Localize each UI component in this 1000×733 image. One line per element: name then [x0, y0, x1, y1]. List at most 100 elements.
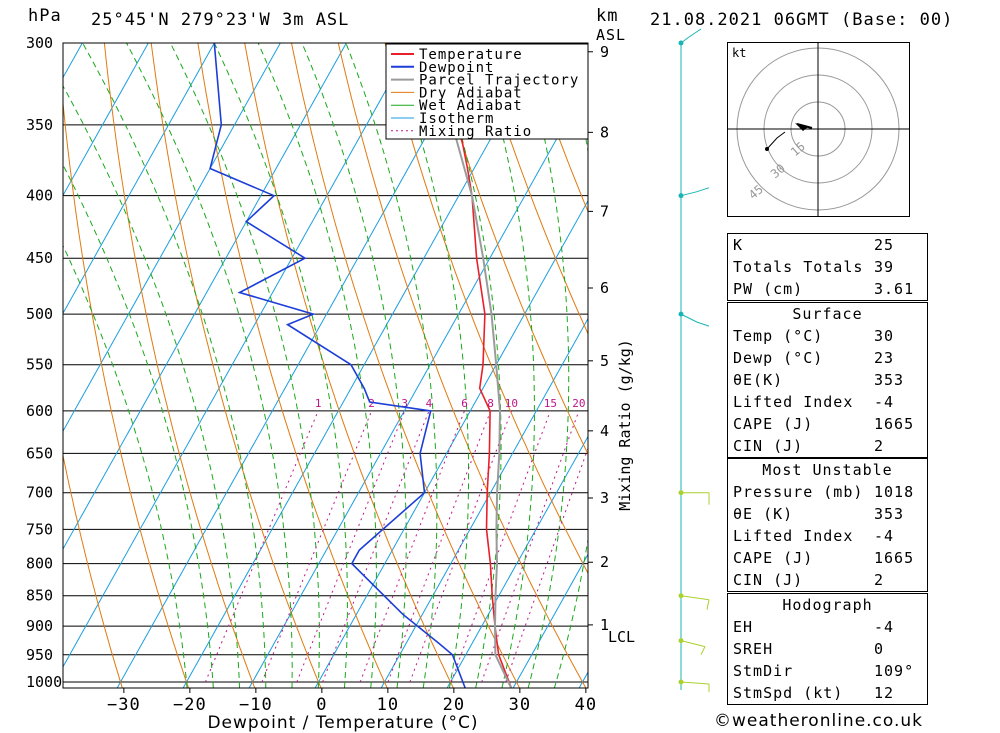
k-index-value: 25: [874, 236, 895, 254]
mu-thetae-label: θE (K): [733, 505, 794, 523]
storm-speed-label: StmSpd (kt): [733, 684, 844, 702]
mixing-ratio-label: 25: [595, 397, 608, 410]
legend-entry: Dry Adiabat: [419, 85, 523, 101]
surface-cin-label: CIN (J): [733, 437, 804, 455]
hodograph-start: [765, 147, 769, 151]
mixing-ratio-label: 2: [368, 397, 375, 410]
legend-box: [385, 43, 589, 140]
wet-adiabat-line: [63, 84, 241, 688]
mixing-ratio-line: [450, 410, 551, 683]
mixing-ratio-label: 1: [315, 397, 322, 410]
legend-entry: Isotherm: [419, 111, 494, 127]
temperature-profile: [437, 43, 513, 688]
mixing-ratio-axis-title: Mixing Ratio (g/kg): [616, 339, 634, 511]
wet-adiabat-line: [345, 43, 438, 688]
surface-temp-value: 30: [874, 327, 895, 345]
hodograph-panel: Hodograph EH -4 SREH 0 StmDir 109° StmSpd (…: [727, 593, 928, 705]
wind-barb: [706, 599, 710, 610]
height-tick-label: 9: [600, 43, 609, 61]
mu-lifted-index-label: Lifted Index: [733, 527, 854, 545]
diagram-grid: [63, 6, 1000, 708]
dry-adiabat-line: [926, 6, 1000, 708]
wet-adiabat-line: [477, 43, 535, 688]
eh-label: EH: [733, 618, 754, 636]
legend-entry: Temperature: [419, 47, 523, 63]
pressure-tick-label: 650: [26, 444, 53, 462]
surface-temp-label: Temp (°C): [733, 327, 824, 345]
isotherm-line: [63, 43, 413, 668]
most-unstable-title: Most Unstable: [762, 461, 893, 479]
isotherm-line: [380, 317, 588, 688]
mu-thetae-value: 353: [874, 505, 905, 523]
height-tick-label: 1: [600, 616, 609, 634]
precipitable-water-value: 3.61: [874, 280, 915, 298]
indices-panel: K 25 Totals Totals 39 PW (cm) 3.61: [727, 233, 928, 301]
surface-dewp-label: Dewp (°C): [733, 349, 824, 367]
mixing-ratio-label: 10: [505, 397, 518, 410]
wind-barb: [700, 646, 706, 655]
surface-thetae-value: 353: [874, 371, 905, 389]
mu-pressure-value: 1018: [874, 483, 915, 501]
pressure-tick-label: 450: [26, 249, 53, 267]
mixing-ratio-line: [204, 410, 319, 683]
km-unit-label: km: [596, 6, 619, 26]
wind-barb: [680, 36, 690, 44]
pressure-unit-label: hPa: [28, 6, 62, 26]
wet-adiabat-line: [301, 43, 407, 688]
mu-cin-value: 2: [874, 571, 885, 589]
wind-barb: [696, 189, 704, 193]
totals-totals-value: 39: [874, 258, 895, 276]
dry-adiabat-line: [972, 6, 1000, 708]
surface-lifted-index-label: Lifted Index: [733, 393, 854, 411]
datetime-label: 21.08.2021 06GMT (Base: 00): [650, 10, 954, 30]
mixing-ratio-line: [359, 410, 465, 683]
wet-adiabat-line: [213, 43, 348, 688]
plot-frame: [62, 42, 589, 689]
pressure-tick-label: 700: [26, 484, 53, 502]
mixing-ratio-line: [322, 410, 430, 683]
lcl-label: LCL: [608, 628, 635, 646]
wind-barb: [680, 191, 698, 197]
totals-totals-label: Totals Totals: [733, 258, 864, 276]
dry-adiabat-line: [103, 43, 256, 688]
wind-barb: [688, 32, 696, 38]
wind-barb: [680, 595, 710, 601]
isotherm-line: [63, 43, 281, 433]
mu-cin-label: CIN (J): [733, 571, 804, 589]
pressure-tick-label: 750: [26, 520, 53, 538]
wet-adiabat-line: [82, 43, 267, 688]
legend-entry: Mixing Ratio: [419, 124, 532, 140]
wet-adiabat-line: [433, 43, 502, 688]
dry-adiabat-line: [150, 43, 322, 688]
hodograph: kt 15 30 45: [727, 42, 910, 217]
mixing-ratio-line: [481, 410, 580, 683]
mixing-ratio-label: 3: [401, 397, 408, 410]
wet-adiabat-line: [125, 43, 293, 688]
mixing-ratio-line: [387, 410, 492, 683]
k-index-label: K: [733, 236, 744, 254]
storm-direction-value: 109°: [874, 662, 915, 680]
height-tick-label: 4: [600, 422, 609, 440]
location-label: 25°45'N 279°23'W 3m ASL: [91, 10, 350, 30]
x-tick-label: −10: [239, 695, 273, 715]
dry-adiabat-line: [384, 43, 588, 575]
isotherm-line: [63, 43, 149, 197]
pressure-tick-label: 900: [26, 617, 53, 635]
storm-speed-value: 12: [874, 684, 895, 702]
storm-direction-label: StmDir: [733, 662, 794, 680]
wind-barb: [702, 187, 710, 191]
most-unstable-panel: Most Unstable Pressure (mb) 1018 θE (K) 35…: [727, 458, 928, 592]
wind-barb: [702, 323, 710, 327]
credit-link[interactable]: ©weatheronline.co.uk: [714, 711, 924, 731]
isotherm-line: [446, 435, 588, 688]
mixing-ratio-label: 20: [572, 397, 585, 410]
mixing-ratio-line: [261, 410, 373, 683]
pressure-tick-label: 400: [26, 187, 53, 205]
height-tick-label: 8: [600, 123, 609, 141]
height-tick-label: 7: [600, 202, 609, 220]
pressure-tick-label: 300: [26, 34, 53, 52]
wind-barb: [680, 681, 710, 685]
mu-lifted-index-value: -4: [874, 527, 895, 545]
surface-panel: Surface Temp (°C) 30 Dewp (°C) 23 θE(K) 353…: [727, 302, 928, 458]
height-tick-label: 3: [600, 489, 609, 507]
